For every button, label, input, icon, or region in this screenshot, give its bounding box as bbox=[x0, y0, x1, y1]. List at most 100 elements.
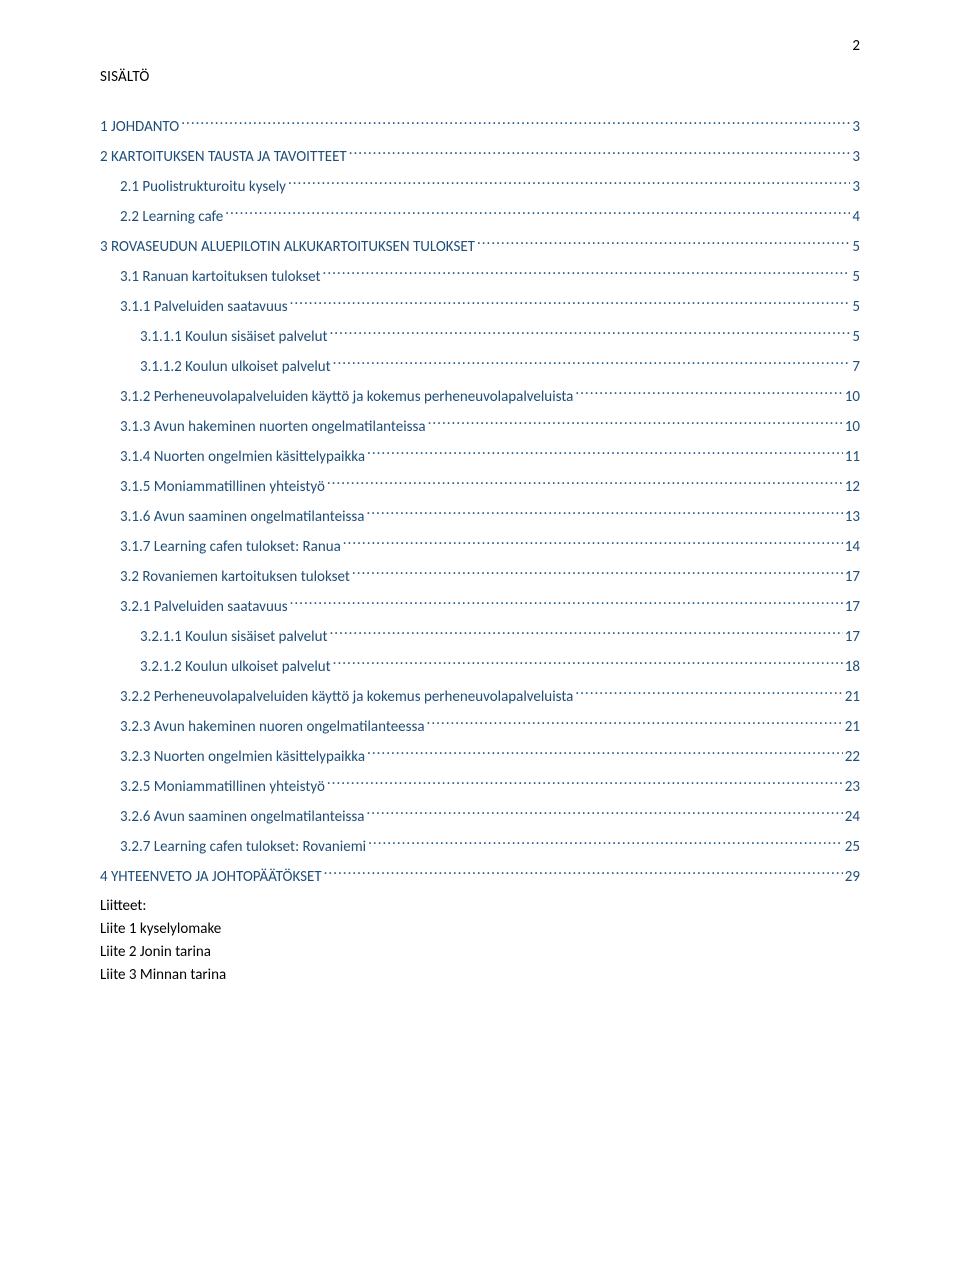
toc-entry-page: 10 bbox=[845, 387, 860, 408]
toc-entry-label: 3.1.7 Learning cafen tulokset: Ranua bbox=[120, 537, 341, 558]
toc-entry[interactable]: 1 JOHDANTO 3 bbox=[100, 116, 860, 138]
toc-entry-page: 17 bbox=[845, 567, 860, 588]
toc-entry[interactable]: 2.1 Puolistrukturoitu kysely 3 bbox=[100, 176, 860, 198]
toc-entry-label: 3.2.3 Nuorten ongelmien käsittelypaikka bbox=[120, 747, 365, 768]
toc-leader bbox=[330, 326, 851, 341]
appendix-item: Liite 1 kyselylomake bbox=[100, 919, 860, 940]
toc-leader bbox=[427, 716, 843, 731]
toc-entry[interactable]: 3.2.5 Moniammatillinen yhteistyö 23 bbox=[100, 776, 860, 798]
toc-leader bbox=[349, 146, 851, 161]
toc-entry[interactable]: 3.1.6 Avun saaminen ongelmatilanteissa 1… bbox=[100, 506, 860, 528]
toc-leader bbox=[330, 626, 843, 641]
toc-entry[interactable]: 2.2 Learning cafe 4 bbox=[100, 206, 860, 228]
toc-entry-page: 14 bbox=[845, 537, 860, 558]
toc-entry[interactable]: 3.2.3 Nuorten ongelmien käsittelypaikka … bbox=[100, 746, 860, 768]
toc-entry-label: 3.2 Rovaniemen kartoituksen tulokset bbox=[120, 567, 350, 588]
toc-entry-label: 3.2.7 Learning cafen tulokset: Rovaniemi bbox=[120, 837, 366, 858]
toc-entry[interactable]: 3.2 Rovaniemen kartoituksen tulokset 17 bbox=[100, 566, 860, 588]
toc-entry-page: 5 bbox=[852, 327, 860, 348]
toc-entry[interactable]: 3.2.7 Learning cafen tulokset: Rovaniemi… bbox=[100, 836, 860, 858]
toc-entry-label: 3.2.1 Palveluiden saatavuus bbox=[120, 597, 288, 618]
page-title: SISÄLTÖ bbox=[100, 67, 860, 88]
toc-leader bbox=[324, 866, 843, 881]
toc-entry[interactable]: 3.1.1.2 Koulun ulkoiset palvelut 7 bbox=[100, 356, 860, 378]
toc-entry[interactable]: 3.2.3 Avun hakeminen nuoren ongelmatilan… bbox=[100, 716, 860, 738]
toc-leader bbox=[366, 806, 842, 821]
appendix-item: Liite 3 Minnan tarina bbox=[100, 965, 860, 986]
toc-leader bbox=[477, 236, 850, 251]
toc-entry-page: 22 bbox=[845, 747, 860, 768]
toc-entry[interactable]: 4 YHTEENVETO JA JOHTOPÄÄTÖKSET 29 bbox=[100, 866, 860, 888]
toc-entry[interactable]: 3.1 Ranuan kartoituksen tulokset 5 bbox=[100, 266, 860, 288]
toc-leader bbox=[368, 836, 843, 851]
toc-entry[interactable]: 3.1.5 Moniammatillinen yhteistyö 12 bbox=[100, 476, 860, 498]
toc-leader bbox=[428, 416, 843, 431]
toc-leader bbox=[181, 116, 850, 131]
toc-entry-label: 4 YHTEENVETO JA JOHTOPÄÄTÖKSET bbox=[100, 867, 322, 888]
toc-leader bbox=[333, 656, 843, 671]
toc-entry-label: 3.1.3 Avun hakeminen nuorten ongelmatila… bbox=[120, 417, 426, 438]
toc-entry-label: 3.2.1.2 Koulun ulkoiset palvelut bbox=[140, 657, 331, 678]
toc-leader bbox=[288, 176, 850, 191]
toc-entry-label: 3.1.4 Nuorten ongelmien käsittelypaikka bbox=[120, 447, 365, 468]
toc-entry-label: 3 ROVASEUDUN ALUEPILOTIN ALKUKARTOITUKSE… bbox=[100, 237, 475, 258]
toc-entry-label: 2 KARTOITUKSEN TAUSTA JA TAVOITTEET bbox=[100, 147, 347, 168]
table-of-contents: 1 JOHDANTO 3 2 KARTOITUKSEN TAUSTA JA TAV… bbox=[100, 116, 860, 888]
toc-entry[interactable]: 3.2.6 Avun saaminen ongelmatilanteissa 2… bbox=[100, 806, 860, 828]
toc-leader bbox=[352, 566, 843, 581]
toc-entry-label: 2.2 Learning cafe bbox=[120, 207, 223, 228]
toc-leader bbox=[333, 356, 851, 371]
toc-entry[interactable]: 3.2.1 Palveluiden saatavuus 17 bbox=[100, 596, 860, 618]
toc-entry[interactable]: 3.2.1.2 Koulun ulkoiset palvelut 18 bbox=[100, 656, 860, 678]
toc-entry-page: 23 bbox=[845, 777, 860, 798]
toc-entry-page: 11 bbox=[845, 447, 860, 468]
toc-leader bbox=[323, 266, 851, 281]
toc-entry-label: 3.1.1.1 Koulun sisäiset palvelut bbox=[140, 327, 328, 348]
toc-entry-label: 3.2.3 Avun hakeminen nuoren ongelmatilan… bbox=[120, 717, 425, 738]
toc-entry[interactable]: 3.1.1.1 Koulun sisäiset palvelut 5 bbox=[100, 326, 860, 348]
toc-leader bbox=[366, 506, 842, 521]
toc-entry-page: 17 bbox=[845, 597, 860, 618]
toc-entry[interactable]: 3.2.1.1 Koulun sisäiset palvelut 17 bbox=[100, 626, 860, 648]
toc-entry-page: 21 bbox=[845, 687, 860, 708]
toc-entry[interactable]: 3.1.4 Nuorten ongelmien käsittelypaikka … bbox=[100, 446, 860, 468]
toc-entry-page: 18 bbox=[845, 657, 860, 678]
toc-leader bbox=[367, 446, 843, 461]
toc-entry-page: 5 bbox=[852, 267, 860, 288]
toc-entry-label: 3.1.1.2 Koulun ulkoiset palvelut bbox=[140, 357, 331, 378]
toc-entry[interactable]: 3.1.7 Learning cafen tulokset: Ranua 14 bbox=[100, 536, 860, 558]
toc-entry[interactable]: 3 ROVASEUDUN ALUEPILOTIN ALKUKARTOITUKSE… bbox=[100, 236, 860, 258]
toc-entry-page: 25 bbox=[845, 837, 860, 858]
toc-entry[interactable]: 3.2.2 Perheneuvolapalveluiden käyttö ja … bbox=[100, 686, 860, 708]
toc-leader bbox=[343, 536, 843, 551]
toc-entry-label: 3.2.1.1 Koulun sisäiset palvelut bbox=[140, 627, 328, 648]
appendix-section: Liitteet: Liite 1 kyselylomakeLiite 2 Jo… bbox=[100, 896, 860, 986]
toc-entry-label: 1 JOHDANTO bbox=[100, 117, 179, 138]
toc-entry-label: 3.1.6 Avun saaminen ongelmatilanteissa bbox=[120, 507, 364, 528]
toc-entry-label: 3.2.6 Avun saaminen ongelmatilanteissa bbox=[120, 807, 364, 828]
toc-entry[interactable]: 2 KARTOITUKSEN TAUSTA JA TAVOITTEET 3 bbox=[100, 146, 860, 168]
toc-entry-page: 21 bbox=[845, 717, 860, 738]
toc-entry[interactable]: 3.1.3 Avun hakeminen nuorten ongelmatila… bbox=[100, 416, 860, 438]
toc-entry-page: 12 bbox=[845, 477, 860, 498]
toc-entry-page: 3 bbox=[852, 117, 860, 138]
toc-entry-page: 3 bbox=[852, 177, 860, 198]
toc-entry-label: 3.1.1 Palveluiden saatavuus bbox=[120, 297, 288, 318]
toc-entry-page: 5 bbox=[852, 237, 860, 258]
toc-leader bbox=[327, 476, 843, 491]
toc-entry-page: 17 bbox=[845, 627, 860, 648]
toc-entry-page: 24 bbox=[845, 807, 860, 828]
toc-entry-label: 3.1 Ranuan kartoituksen tulokset bbox=[120, 267, 321, 288]
appendix-item: Liite 2 Jonin tarina bbox=[100, 942, 860, 963]
toc-entry-label: 3.1.5 Moniammatillinen yhteistyö bbox=[120, 477, 325, 498]
page-number: 2 bbox=[100, 36, 860, 57]
toc-entry-page: 13 bbox=[845, 507, 860, 528]
toc-leader bbox=[367, 746, 843, 761]
toc-leader bbox=[290, 596, 843, 611]
toc-entry[interactable]: 3.1.1 Palveluiden saatavuus 5 bbox=[100, 296, 860, 318]
toc-leader bbox=[575, 686, 842, 701]
toc-leader bbox=[290, 296, 851, 311]
toc-entry-label: 3.1.2 Perheneuvolapalveluiden käyttö ja … bbox=[120, 387, 573, 408]
toc-entry-label: 2.1 Puolistrukturoitu kysely bbox=[120, 177, 286, 198]
toc-entry[interactable]: 3.1.2 Perheneuvolapalveluiden käyttö ja … bbox=[100, 386, 860, 408]
